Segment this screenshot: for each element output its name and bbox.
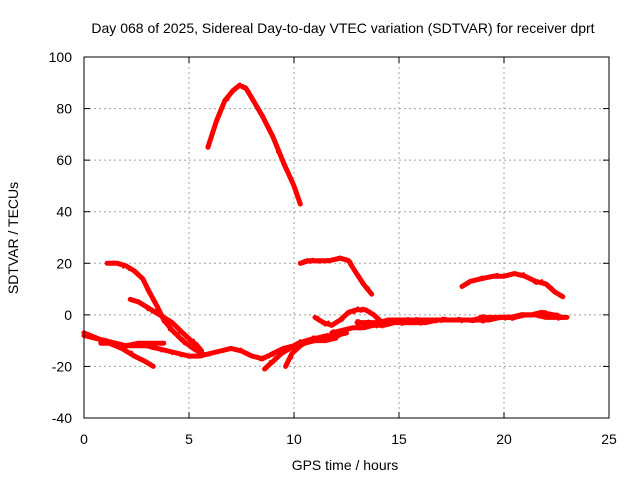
y-tick-label: -20 — [52, 358, 72, 374]
y-tick-label: 80 — [56, 101, 72, 117]
series-texture-arc-2 — [107, 260, 200, 353]
series-texture-arc-1 — [205, 82, 301, 199]
y-tick-label: 0 — [64, 307, 72, 323]
y-axis-label: SDTVAR / TECUs — [5, 182, 21, 294]
x-tick-label: 15 — [391, 431, 407, 447]
series-texture-arc-10 — [284, 335, 326, 368]
x-tick-label: 25 — [601, 431, 617, 447]
series-texture-arc-3 — [129, 297, 203, 353]
y-tick-label: -40 — [52, 410, 72, 426]
series-texture-arc-8 — [101, 340, 160, 348]
x-tick-label: 5 — [185, 431, 193, 447]
x-tick-label: 10 — [286, 431, 302, 447]
grid — [84, 57, 609, 418]
x-tick-label: 20 — [496, 431, 512, 447]
series-group — [81, 82, 570, 372]
y-tick-label: 20 — [56, 255, 72, 271]
x-axis-label: GPS time / hours — [292, 457, 399, 473]
axis-ticks: 0 5 10 15 20 25 -40 -20 0 20 40 60 80 100 — [49, 49, 617, 447]
chart-title: Day 068 of 2025, Sidereal Day-to-day VTE… — [91, 20, 594, 36]
y-tick-label: 40 — [56, 204, 72, 220]
series-texture-arc-11 — [314, 306, 380, 328]
plot-frame — [83, 56, 610, 419]
series-texture-arc-4 — [299, 255, 372, 293]
series-texture-arc-5 — [461, 271, 561, 295]
series-arc-5 — [459, 271, 566, 300]
x-tick-label: 0 — [80, 431, 88, 447]
series-texture-arc-13 — [355, 311, 566, 326]
y-tick-label: 60 — [56, 152, 72, 168]
y-tick-label: 100 — [49, 49, 73, 65]
